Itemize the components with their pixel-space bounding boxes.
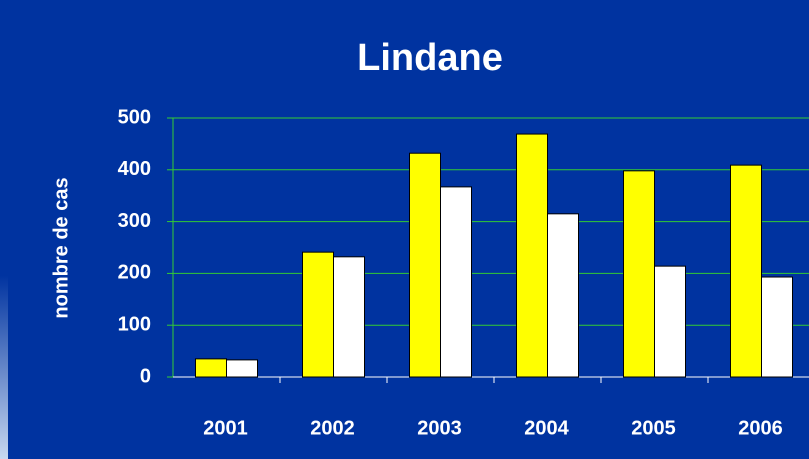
y-tick-label: 400 bbox=[118, 158, 151, 180]
chart-title: Lindane bbox=[357, 37, 503, 79]
x-tick-label: 2003 bbox=[417, 417, 462, 439]
y-tick-label: 300 bbox=[118, 210, 151, 232]
bar bbox=[440, 186, 472, 378]
bar bbox=[623, 170, 655, 378]
bar bbox=[547, 213, 579, 378]
bar bbox=[409, 152, 441, 378]
bar bbox=[302, 251, 334, 378]
y-tick-label: 500 bbox=[118, 106, 151, 128]
y-tick-label: 100 bbox=[118, 313, 151, 335]
bar bbox=[226, 359, 258, 378]
bar bbox=[654, 265, 686, 378]
x-tick-label: 2002 bbox=[310, 417, 355, 439]
bar bbox=[195, 358, 227, 378]
y-tick-label: 200 bbox=[118, 262, 151, 284]
x-tick-label: 2005 bbox=[631, 417, 676, 439]
y-tick-label: 0 bbox=[140, 365, 151, 387]
bar bbox=[730, 164, 762, 378]
bar bbox=[516, 133, 548, 378]
bar bbox=[333, 256, 365, 378]
x-tick-label: 2006 bbox=[738, 417, 783, 439]
y-axis-label: nombre de cas bbox=[50, 177, 72, 318]
x-tick-label: 2001 bbox=[203, 417, 248, 439]
bar bbox=[761, 276, 793, 378]
edge-strip bbox=[0, 0, 8, 459]
x-tick-label: 2004 bbox=[524, 417, 569, 439]
